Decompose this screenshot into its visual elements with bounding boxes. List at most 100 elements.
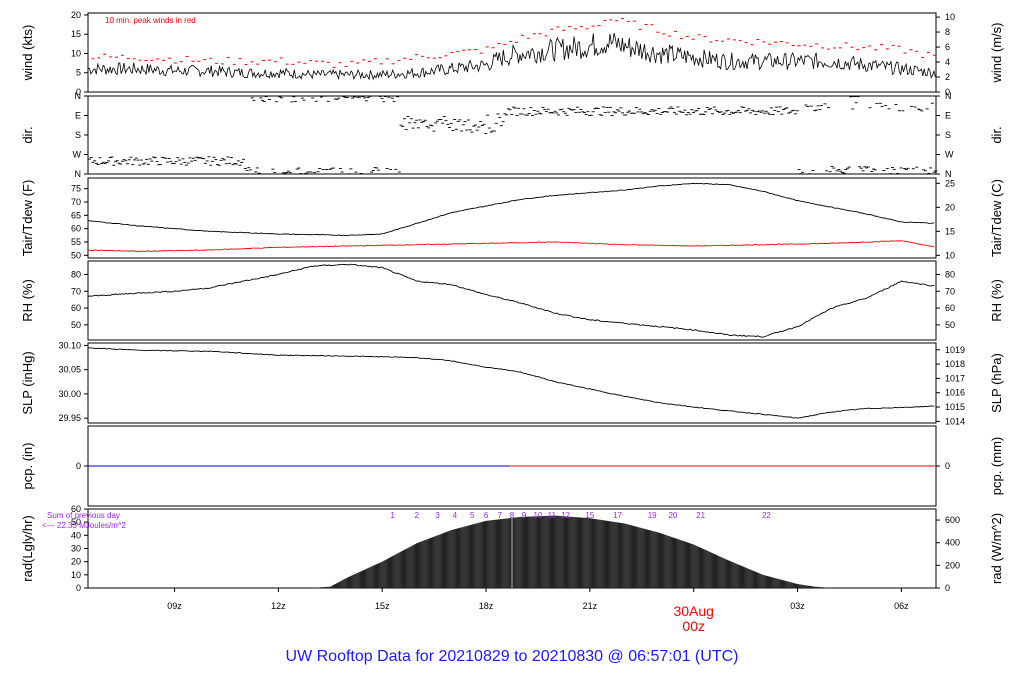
slp-ylabel-right: SLP (hPa) bbox=[989, 353, 1004, 413]
wind-right-tick-label: 0 bbox=[945, 87, 950, 97]
temp-panel-frame bbox=[87, 177, 937, 259]
slp-right-tick-label: 1014 bbox=[945, 416, 965, 426]
wind-panel-frame bbox=[87, 12, 937, 93]
radiation-hour-marker: 3 bbox=[435, 511, 440, 520]
rh-left-tick-label: 50 bbox=[71, 320, 81, 330]
dir-ylabel-right: dir. bbox=[989, 126, 1004, 143]
radiation-hour-marker: 10 bbox=[534, 511, 543, 520]
radiation-hour-marker: 2 bbox=[415, 511, 420, 520]
rh-right-tick-label: 60 bbox=[945, 303, 955, 313]
radiation-hour-marker: 12 bbox=[561, 511, 570, 520]
dir-right-tick-label: N bbox=[945, 91, 952, 101]
rh-right-tick-label: 80 bbox=[945, 269, 955, 279]
temp-left-tick-label: 70 bbox=[71, 197, 81, 207]
x-axis-tick-label: 12z bbox=[271, 601, 286, 611]
temp-ylabel-right: Tair/Tdew (C) bbox=[989, 179, 1004, 257]
rad-right-tick-label: 0 bbox=[945, 583, 950, 593]
wind-left-tick-label: 10 bbox=[71, 48, 81, 58]
radiation-hour-marker: 1 bbox=[390, 511, 395, 520]
rh-ylabel-right: RH (%) bbox=[989, 279, 1004, 322]
x-axis-day-label: 00z bbox=[682, 618, 705, 634]
rad-left-tick-label: 20 bbox=[71, 557, 81, 567]
slp-right-tick-label: 1015 bbox=[945, 402, 965, 412]
temp-right-tick-label: 25 bbox=[945, 178, 955, 188]
radiation-hour-marker: 21 bbox=[696, 511, 705, 520]
radiation-hour-marker: 9 bbox=[522, 511, 527, 520]
x-axis-tick-label: 09z bbox=[167, 601, 182, 611]
radiation-hour-marker: 17 bbox=[613, 511, 622, 520]
radiation-hour-marker: 8 bbox=[510, 511, 515, 520]
pcp-left-tick-label: 0 bbox=[76, 461, 81, 471]
dir-left-tick-label: W bbox=[73, 150, 82, 160]
slp-ylabel-left: SLP (inHg) bbox=[20, 351, 35, 414]
temp-left-tick-label: 60 bbox=[71, 224, 81, 234]
rh-series-line-0 bbox=[87, 263, 935, 338]
rad-left-tick-label: 50 bbox=[71, 517, 81, 527]
slp-left-tick-label: 30.05 bbox=[58, 365, 81, 375]
radiation-hour-marker: 22 bbox=[762, 511, 771, 520]
wind-speed-line bbox=[87, 32, 936, 81]
radiation-hour-marker: 11 bbox=[548, 511, 557, 520]
x-axis-day-date: 30Aug bbox=[673, 603, 713, 619]
temp-left-tick-label: 75 bbox=[71, 184, 81, 194]
temp-right-tick-label: 15 bbox=[945, 226, 955, 236]
slp-right-tick-label: 1017 bbox=[945, 373, 965, 383]
wind-left-tick-label: 0 bbox=[76, 87, 81, 97]
temp-left-tick-label: 50 bbox=[71, 250, 81, 260]
radiation-annotation-line1: Sum of previous day bbox=[47, 511, 120, 520]
dir-left-tick-label: E bbox=[75, 111, 81, 121]
slp-right-tick-label: 1016 bbox=[945, 388, 965, 398]
wind-left-tick-label: 5 bbox=[76, 68, 81, 78]
page-title: UW Rooftop Data for 20210829 to 20210830… bbox=[285, 648, 739, 665]
radiation-hour-marker: 7 bbox=[498, 511, 503, 520]
x-axis-tick-label: 21z bbox=[583, 601, 598, 611]
wind-ylabel-right: wind (m/s) bbox=[989, 23, 1004, 84]
rad-right-tick-label: 400 bbox=[945, 538, 960, 548]
slp-left-tick-label: 30.10 bbox=[58, 340, 81, 350]
temp-series-line-0 bbox=[87, 182, 935, 237]
x-axis-tick-label: 03z bbox=[790, 601, 805, 611]
rad-left-tick-label: 60 bbox=[71, 504, 81, 514]
slp-panel-frame bbox=[87, 342, 937, 424]
wind-right-tick-label: 10 bbox=[945, 12, 955, 22]
slp-left-tick-label: 29.95 bbox=[58, 413, 81, 423]
wind-ylabel-left: wind (kts) bbox=[20, 25, 35, 82]
rad-left-tick-label: 10 bbox=[71, 570, 81, 580]
slp-right-tick-label: 1018 bbox=[945, 359, 965, 369]
rh-panel-frame bbox=[87, 260, 937, 341]
wind-right-tick-label: 6 bbox=[945, 42, 950, 52]
rad-ylabel-right: rad (W/m^2) bbox=[989, 513, 1004, 584]
rh-left-tick-label: 60 bbox=[71, 303, 81, 313]
slp-right-tick-label: 1019 bbox=[945, 345, 965, 355]
pcp-ylabel-left: pcp. (in) bbox=[20, 443, 35, 490]
dir-right-tick-label: E bbox=[945, 111, 951, 121]
dir-ylabel-left: dir. bbox=[20, 126, 35, 143]
x-axis-tick-label: 15z bbox=[375, 601, 390, 611]
dir-left-tick-label: S bbox=[75, 130, 81, 140]
radiation-hour-marker: 4 bbox=[453, 511, 458, 520]
dir-right-tick-label: S bbox=[945, 130, 951, 140]
slp-left-tick-label: 30.00 bbox=[58, 389, 81, 399]
rad-right-tick-label: 200 bbox=[945, 560, 960, 570]
rad-right-tick-label: 600 bbox=[945, 515, 960, 525]
radiation-hour-marker: 20 bbox=[668, 511, 677, 520]
temp-right-tick-label: 20 bbox=[945, 202, 955, 212]
temp-left-tick-label: 65 bbox=[71, 210, 81, 220]
wind-right-tick-label: 4 bbox=[945, 57, 950, 67]
dir-right-tick-label: N bbox=[945, 169, 952, 179]
radiation-hour-marker: 6 bbox=[484, 511, 489, 520]
rh-right-tick-label: 50 bbox=[945, 320, 955, 330]
rh-left-tick-label: 80 bbox=[71, 269, 81, 279]
dir-left-tick-label: N bbox=[75, 169, 82, 179]
temp-series-line-1 bbox=[87, 240, 935, 252]
rad-ylabel-left: rad(Lgly/hr) bbox=[20, 515, 35, 581]
temp-ylabel-left: Tair/Tdew (F) bbox=[20, 180, 35, 257]
radiation-hour-marker: 15 bbox=[585, 511, 594, 520]
wind-left-tick-label: 20 bbox=[71, 10, 81, 20]
rad-left-tick-label: 40 bbox=[71, 530, 81, 540]
pcp-ylabel-right: pcp. (mm) bbox=[989, 437, 1004, 496]
rh-ylabel-left: RH (%) bbox=[20, 279, 35, 322]
temp-left-tick-label: 55 bbox=[71, 237, 81, 247]
wind-right-tick-label: 8 bbox=[945, 27, 950, 37]
